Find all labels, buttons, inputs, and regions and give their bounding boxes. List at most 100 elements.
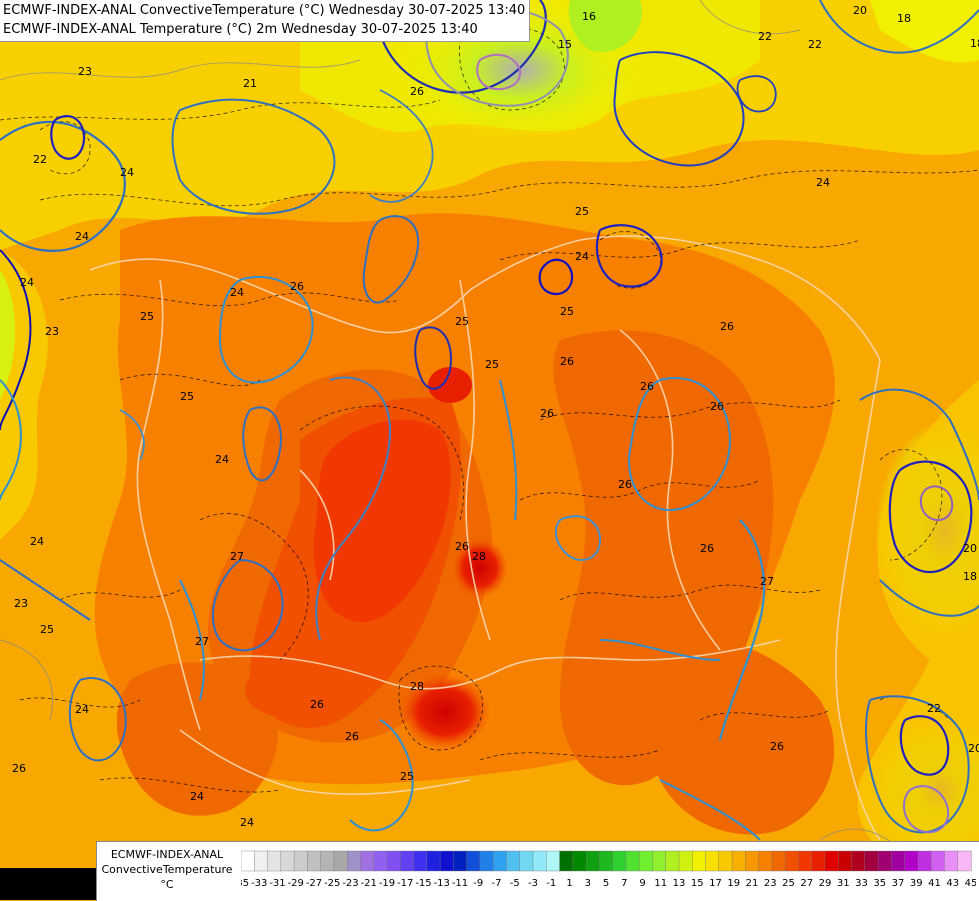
legend-tick-label: -35 — [241, 878, 249, 889]
contour-value-label: 25 — [560, 305, 574, 318]
contour-value-label: 23 — [14, 597, 28, 610]
legend-swatch — [944, 850, 959, 872]
legend-swatch — [638, 850, 653, 872]
contour-value-label: 24 — [215, 453, 229, 466]
legend-swatch — [731, 850, 746, 872]
contour-value-label: 26 — [310, 698, 324, 711]
title-temperature-2m: ECMWF-INDEX-ANAL Temperature (°C) 2m Wed… — [3, 22, 478, 37]
contour-value-label: 26 — [710, 400, 724, 413]
legend-tick-label: 3 — [585, 878, 591, 889]
legend-tick-label: -29 — [288, 878, 304, 889]
legend-swatch — [665, 850, 680, 872]
legend-swatch — [346, 850, 361, 872]
legend-tick-label: 37 — [892, 878, 905, 889]
contour-value-label: 26 — [770, 740, 784, 753]
contour-value-label: 24 — [240, 816, 254, 829]
hot-core-middle — [452, 538, 508, 598]
legend-swatch — [400, 850, 415, 872]
legend-swatch — [386, 850, 401, 872]
legend-tick-label: -25 — [324, 878, 340, 889]
legend-swatch — [572, 850, 587, 872]
contour-value-label: 26 — [618, 478, 632, 491]
contour-value-label: 16 — [582, 10, 596, 23]
contour-value-label: 26 — [410, 85, 424, 98]
contour-value-label: 26 — [560, 355, 574, 368]
legend-tick-label: 17 — [709, 878, 722, 889]
legend-swatch — [492, 850, 507, 872]
hot-core-central — [313, 419, 451, 622]
grey-contour-details — [0, 0, 901, 851]
legend-tick-label: -23 — [342, 878, 358, 889]
contour-value-label: 26 — [12, 762, 26, 775]
west-green-fringe — [0, 270, 15, 400]
contour-value-label: 22 — [808, 38, 822, 51]
contour-value-label: 24 — [30, 535, 44, 548]
legend-tick-label: 29 — [819, 878, 832, 889]
contour-value-label: 24 — [575, 250, 589, 263]
legend-swatch — [705, 850, 720, 872]
legend-tick-label: 31 — [837, 878, 850, 889]
legend-tick-label: -1 — [546, 878, 556, 889]
legend-colorbar: -35-33-31-29-27-25-23-21-19-17-15-13-11-… — [241, 850, 976, 889]
legend-tick-label: -17 — [397, 878, 413, 889]
legend-tick-label: -5 — [510, 878, 520, 889]
legend-swatch — [479, 850, 494, 872]
legend-swatch — [280, 850, 295, 872]
legend-tick-label: -33 — [251, 878, 267, 889]
legend-tick-label: 25 — [782, 878, 795, 889]
legend-swatch — [413, 850, 428, 872]
legend-tick-label: -21 — [361, 878, 377, 889]
legend-swatch — [957, 850, 972, 872]
legend-tick-label: -15 — [415, 878, 431, 889]
legend-swatch — [426, 850, 441, 872]
country-borders — [89, 235, 881, 841]
legend-tick-label: 45 — [965, 878, 976, 889]
legend-swatch — [599, 850, 614, 872]
contour-value-label: 26 — [290, 280, 304, 293]
legend-tick-label: 19 — [727, 878, 740, 889]
legend-swatch — [652, 850, 667, 872]
contour-value-label: 22 — [927, 702, 941, 715]
legend-swatch — [320, 850, 335, 872]
legend-swatch — [293, 850, 308, 872]
contour-labels: 23 21 22 24 26 25 24 25 24 23 24 25 24 25 27 24 26 26 26 26… — [12, 4, 979, 829]
legend-swatch — [532, 850, 547, 872]
contour-value-label: 26 — [455, 540, 469, 553]
convective-temperature-contours — [0, 0, 979, 841]
legend-tick-label: -13 — [434, 878, 450, 889]
legend-swatch — [466, 850, 481, 872]
legend-swatch — [877, 850, 892, 872]
legend-swatch — [333, 850, 348, 872]
legend-tick-label: -27 — [306, 878, 322, 889]
contour-value-label: 24 — [120, 166, 134, 179]
legend-swatch — [612, 850, 627, 872]
contour-value-label: 25 — [400, 770, 414, 783]
southeast-warm-band — [631, 633, 835, 835]
northeast-corner — [870, 0, 979, 63]
legend-swatch — [891, 850, 906, 872]
legend-swatch — [506, 850, 521, 872]
contour-value-label: 24 — [20, 276, 34, 289]
contour-value-label: 25 — [40, 623, 54, 636]
legend-tick-label: 7 — [621, 878, 627, 889]
map-title-box: ECMWF-INDEX-ANAL ConvectiveTemperature (… — [0, 0, 531, 42]
east-yellow-fringe — [857, 380, 979, 860]
legend-tick-label: -11 — [452, 878, 468, 889]
contour-value-label: 23 — [45, 325, 59, 338]
contour-value-label: 24 — [190, 790, 204, 803]
legend-swatch — [546, 850, 561, 872]
contour-value-label: 27 — [195, 635, 209, 648]
legend-swatch — [745, 850, 760, 872]
contour-value-label: 25 — [140, 310, 154, 323]
legend-swatch — [798, 850, 813, 872]
legend-tick-label: 9 — [639, 878, 645, 889]
northeast-green-patch — [568, 0, 642, 52]
legend-unit: °C — [160, 878, 174, 891]
legend-swatch — [917, 850, 932, 872]
legend-tick-label: -9 — [473, 878, 483, 889]
legend-swatch — [439, 850, 454, 872]
legend-tick-label: 39 — [910, 878, 923, 889]
contour-value-label: 20 — [963, 542, 977, 555]
contour-value-label: 25 — [575, 205, 589, 218]
hot-core-south — [400, 674, 490, 750]
